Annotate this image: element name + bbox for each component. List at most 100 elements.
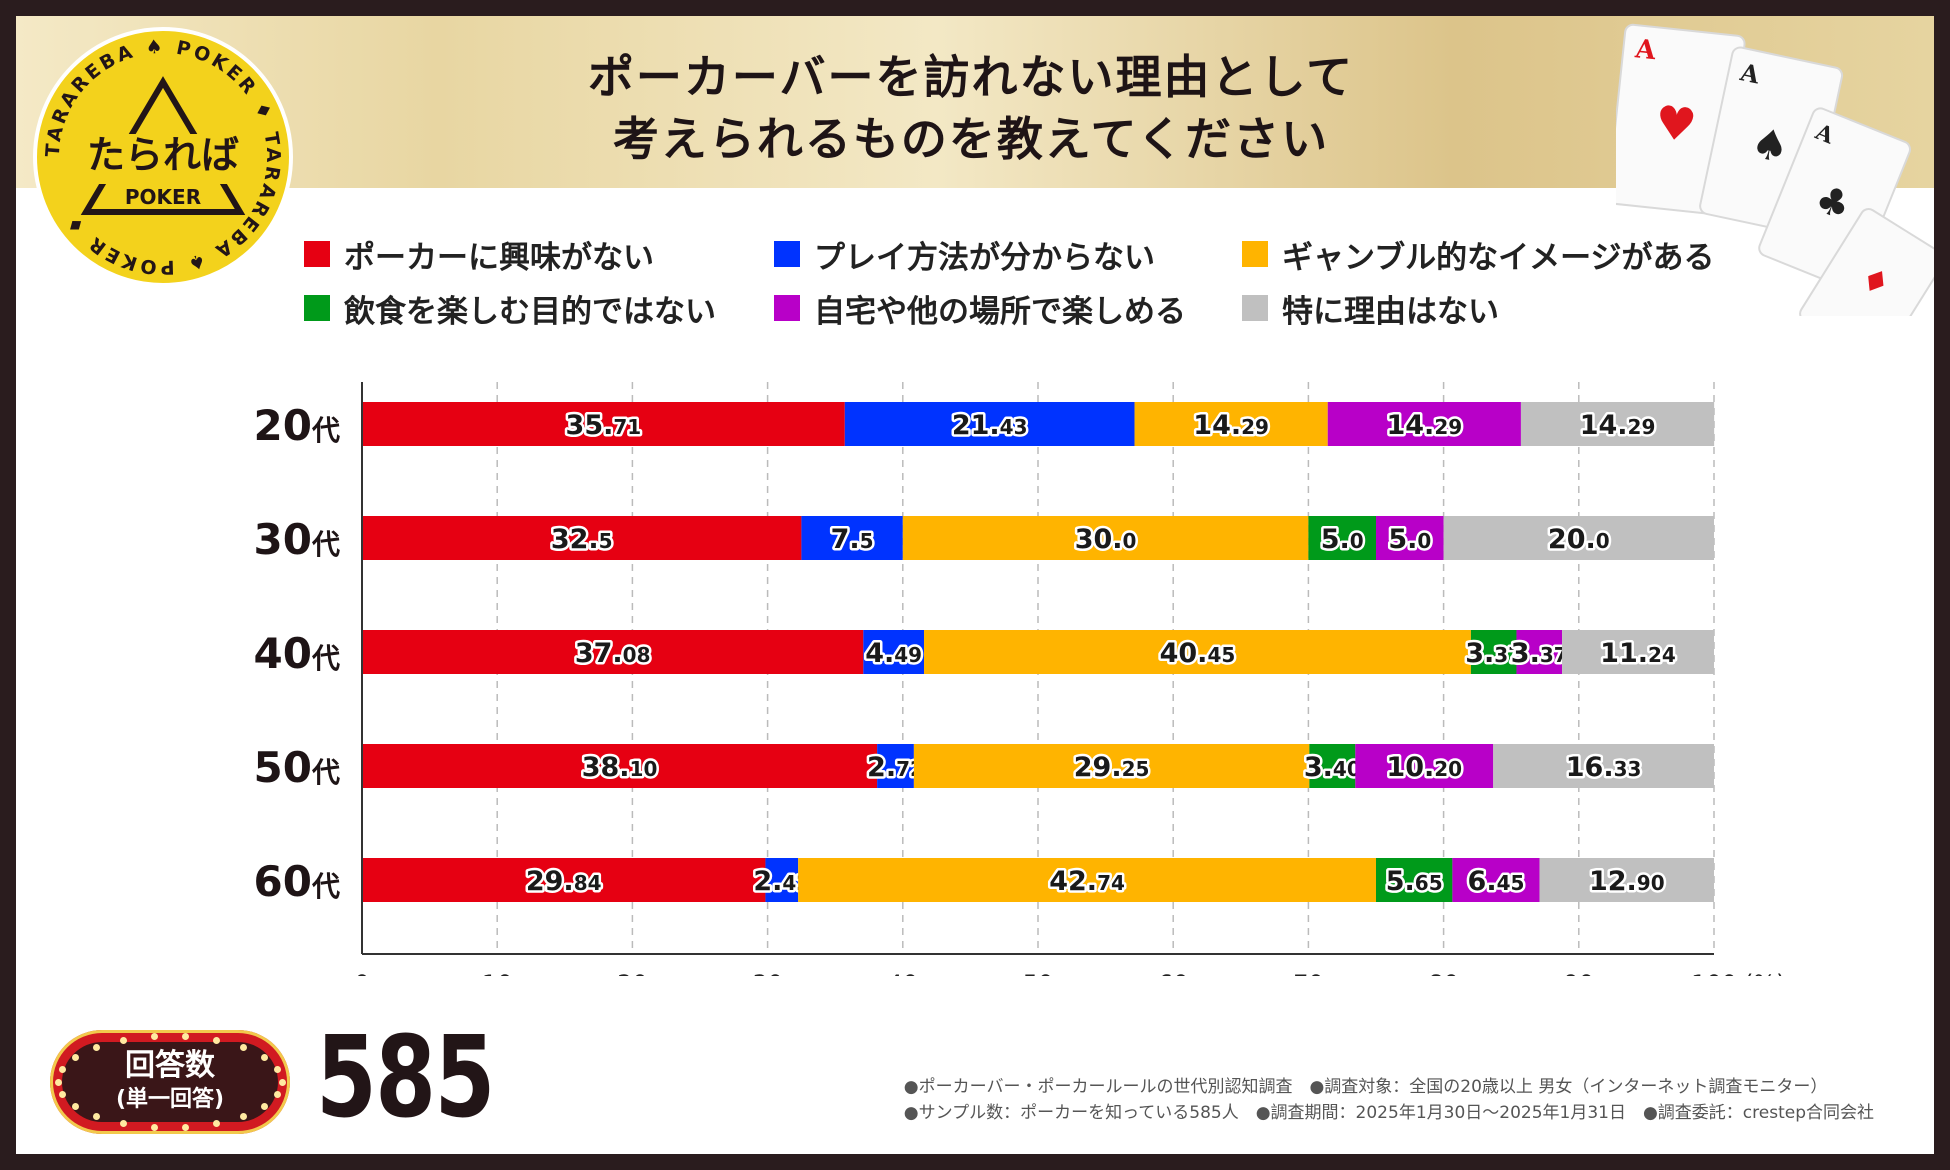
bar-segment bbox=[844, 402, 1135, 446]
data-label: 5.65 bbox=[1386, 866, 1443, 897]
bar-segment bbox=[362, 516, 802, 560]
data-label: 3.37 bbox=[1511, 638, 1568, 669]
bar-segment bbox=[1309, 744, 1356, 788]
data-label: 30.0 bbox=[1075, 524, 1137, 555]
legend-label: プレイ方法が分からない bbox=[814, 239, 1155, 276]
bar-segment bbox=[1516, 630, 1563, 674]
bar-segment bbox=[362, 402, 845, 446]
bar-segment bbox=[1493, 744, 1714, 788]
badge-light-dot bbox=[150, 1032, 158, 1040]
respondent-badge-inner: 回答数 (単一回答) bbox=[62, 1042, 278, 1122]
bar-segment bbox=[1452, 858, 1540, 902]
chart-legend: ポーカーに興味がない プレイ方法が分からない ギャンブル的なイメージがある 飲食… bbox=[304, 232, 1744, 342]
heart-icon: ♥ bbox=[1653, 95, 1700, 153]
infographic-frame: ポーカーバーを訪れない理由として 考えられるものを教えてください TARAREB… bbox=[16, 16, 1934, 1154]
title-line-2: 考えられるものを教えてください bbox=[612, 112, 1330, 166]
respondent-sublabel: (単一回答) bbox=[115, 1087, 225, 1112]
data-label: 21.43 bbox=[952, 410, 1028, 441]
data-label: 29.25 bbox=[1074, 752, 1150, 783]
bar-segment bbox=[1376, 858, 1453, 902]
data-label: 5.0 bbox=[1388, 524, 1431, 555]
badge-light-dot bbox=[260, 1103, 268, 1111]
bar-segment bbox=[362, 858, 766, 902]
legend-label: 飲食を楽しむ目的ではない bbox=[344, 293, 716, 330]
tarareba-poker-logo: TARAREBA ♠ POKER ♦ TARAREBA ♠ POKER ♦ たら… bbox=[33, 27, 293, 287]
x-tick-label: 100 bbox=[1691, 970, 1737, 976]
data-label: 14.29 bbox=[1193, 410, 1269, 441]
legend-label: 自宅や他の場所で楽しめる bbox=[814, 293, 1186, 330]
bar-segment bbox=[362, 744, 878, 788]
x-tick-label: 50 bbox=[1023, 970, 1054, 976]
x-tick-label: 30 bbox=[752, 970, 783, 976]
bar-segment bbox=[863, 630, 925, 674]
legend-swatch bbox=[774, 295, 800, 321]
legend-item: 飲食を楽しむ目的ではない bbox=[304, 286, 716, 330]
legend-swatch bbox=[1242, 295, 1268, 321]
category-label: 50代 bbox=[254, 743, 340, 792]
x-tick-label: 10 bbox=[482, 970, 513, 976]
title-line-1: ポーカーバーを訪れない理由として bbox=[587, 50, 1355, 104]
data-label: 5.0 bbox=[1321, 524, 1364, 555]
bar-segment bbox=[1376, 516, 1444, 560]
bar-segment bbox=[801, 516, 903, 560]
bar-segment bbox=[1539, 858, 1714, 902]
data-label: 14.29 bbox=[1386, 410, 1462, 441]
bar-segment bbox=[913, 744, 1310, 788]
x-tick-label: 60 bbox=[1158, 970, 1189, 976]
legend-swatch bbox=[304, 241, 330, 267]
badge-light-dot bbox=[59, 1091, 67, 1099]
data-label: 40.45 bbox=[1160, 638, 1236, 669]
category-label: 60代 bbox=[254, 857, 340, 906]
badge-light-dot bbox=[72, 1103, 80, 1111]
data-label: 6.45 bbox=[1468, 866, 1525, 897]
survey-notes: ●ポーカーバー・ポーカールールの世代別認知調査 ●調査対象：全国の20歳以上 男… bbox=[904, 1074, 1874, 1126]
card-rank: A bbox=[1633, 34, 1658, 66]
data-label: 20.0 bbox=[1548, 524, 1610, 555]
data-label: 38.10 bbox=[582, 752, 658, 783]
legend-item: 自宅や他の場所で楽しめる bbox=[774, 286, 1186, 330]
badge-light-dot bbox=[182, 1124, 190, 1132]
badge-light-dot bbox=[213, 1120, 221, 1128]
data-label: 7.5 bbox=[831, 524, 874, 555]
legend-swatch bbox=[774, 241, 800, 267]
logo-sub-text: POKER bbox=[125, 185, 201, 209]
playing-cards-decoration: A ♥ A ♠ A ♣ ♦ bbox=[1616, 23, 1934, 316]
x-tick-label: 40 bbox=[888, 970, 919, 976]
bar-segment bbox=[362, 630, 864, 674]
legend-item: プレイ方法が分からない bbox=[774, 232, 1155, 276]
category-label: 40代 bbox=[254, 629, 340, 678]
respondent-count: 585 bbox=[316, 1013, 495, 1143]
x-axis-unit: (%) bbox=[1744, 970, 1786, 976]
bar-segment bbox=[1443, 516, 1714, 560]
data-label: 12.90 bbox=[1589, 866, 1665, 897]
legend-swatch bbox=[304, 295, 330, 321]
legend-label: 特に理由はない bbox=[1282, 293, 1499, 330]
data-label: 35.71 bbox=[566, 410, 642, 441]
bar-segment bbox=[877, 744, 914, 788]
data-label: 37.08 bbox=[575, 638, 651, 669]
data-label: 3.40 bbox=[1304, 752, 1361, 783]
x-tick-label: 70 bbox=[1293, 970, 1324, 976]
respondent-label: 回答数 bbox=[125, 1048, 215, 1083]
x-tick-label: 20 bbox=[617, 970, 648, 976]
badge-light-dot bbox=[182, 1032, 190, 1040]
bar-segment bbox=[1327, 402, 1521, 446]
data-label: 29.84 bbox=[526, 866, 602, 897]
badge-light-dot bbox=[213, 1036, 221, 1044]
bar-segment bbox=[798, 858, 1376, 902]
survey-note: ●サンプル数：ポーカーを知っている585人 ●調査期間：2025年1月30日～2… bbox=[903, 1103, 1874, 1123]
legend-item: ポーカーに興味がない bbox=[304, 232, 654, 276]
bar-segment bbox=[1562, 630, 1714, 674]
bar-segment bbox=[902, 516, 1309, 560]
bar-segment bbox=[1355, 744, 1494, 788]
data-label: 16.33 bbox=[1566, 752, 1642, 783]
badge-light-dot bbox=[93, 1113, 101, 1121]
logo-main-text: たられば bbox=[87, 133, 239, 177]
badge-light-dot bbox=[273, 1065, 281, 1073]
legend-swatch bbox=[1242, 241, 1268, 267]
page-title: ポーカーバーを訪れない理由として 考えられるものを教えてください bbox=[446, 46, 1496, 170]
data-label: 14.29 bbox=[1580, 410, 1656, 441]
badge-light-dot bbox=[273, 1091, 281, 1099]
data-label: 42.74 bbox=[1049, 866, 1125, 897]
badge-light-dot bbox=[93, 1043, 101, 1051]
